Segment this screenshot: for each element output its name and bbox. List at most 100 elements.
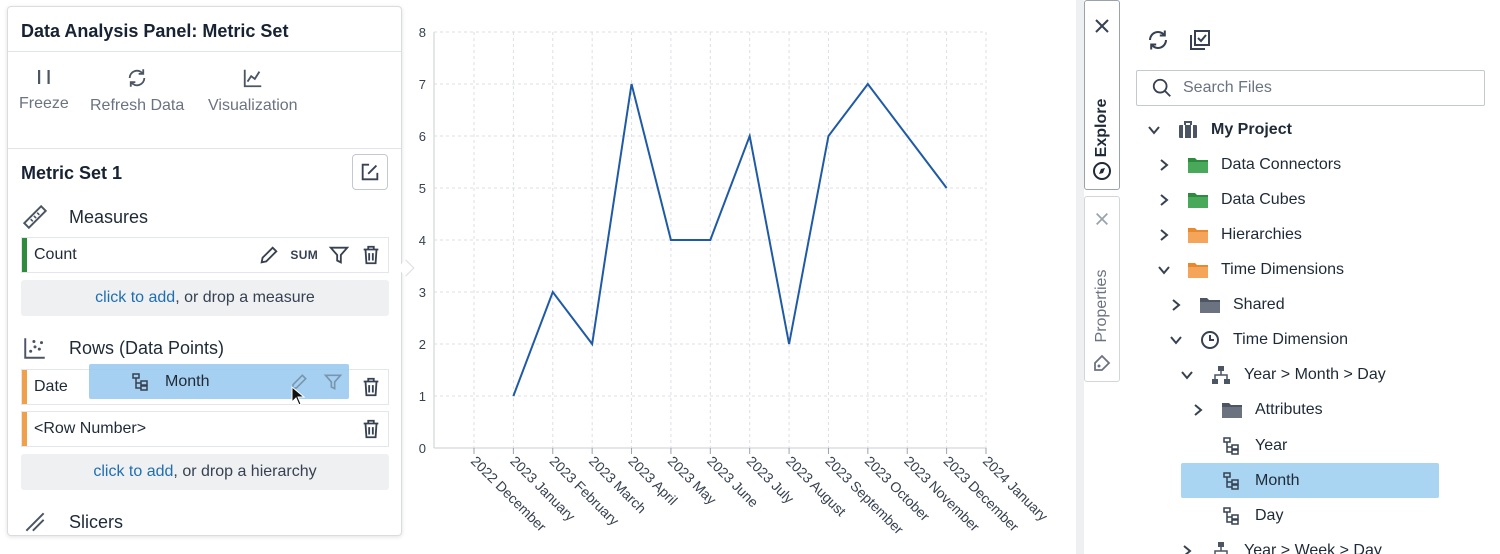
chevron-down-icon[interactable] xyxy=(1165,333,1187,347)
divider xyxy=(8,51,401,52)
tree-item[interactable]: My Project xyxy=(1143,112,1292,147)
data-point[interactable] xyxy=(748,134,752,138)
row-row-number[interactable]: <Row Number> xyxy=(21,411,389,447)
tree-item-label: Month xyxy=(1255,471,1300,489)
tree-item[interactable]: Data Connectors xyxy=(1153,147,1341,182)
data-point[interactable] xyxy=(945,186,949,190)
tree-item[interactable]: Year > Week > Day xyxy=(1176,533,1382,554)
pause-icon xyxy=(37,70,50,84)
search-icon xyxy=(1152,78,1171,97)
briefcase-icon xyxy=(1177,120,1199,140)
measure-count[interactable]: Count SUM xyxy=(21,237,389,273)
data-point[interactable] xyxy=(905,134,909,138)
visualization-button[interactable]: Visualization xyxy=(208,67,298,115)
tree-item-label: Year > Month > Day xyxy=(1244,365,1386,383)
tab-properties-label: Properties xyxy=(1093,269,1110,343)
folder-orange-icon xyxy=(1187,226,1209,244)
data-point[interactable] xyxy=(669,238,673,242)
series-line xyxy=(512,82,948,397)
pencil-icon xyxy=(291,374,307,390)
search-input[interactable] xyxy=(1183,79,1463,97)
freeze-label: Freeze xyxy=(19,95,69,112)
refresh-label: Refresh Data xyxy=(90,97,185,114)
measure-dropzone[interactable]: click to add , or drop a measure xyxy=(21,280,389,316)
tree-item-label: Hierarchies xyxy=(1221,225,1302,243)
data-point[interactable] xyxy=(511,394,515,398)
refresh-icon[interactable] xyxy=(1146,28,1170,52)
chevron-right-icon[interactable] xyxy=(1165,298,1187,312)
tree-item-label: Year xyxy=(1255,436,1288,454)
filter-icon[interactable] xyxy=(328,244,350,266)
data-point[interactable] xyxy=(826,134,830,138)
tree-item-label: Time Dimension xyxy=(1233,330,1348,348)
row-color-bar xyxy=(22,412,27,446)
cursor-icon xyxy=(291,386,305,406)
chevron-right-icon[interactable] xyxy=(1187,403,1209,417)
y-tick-label: 1 xyxy=(419,389,426,404)
folder-gray-icon xyxy=(1199,296,1221,314)
chevron-right-icon[interactable] xyxy=(1153,158,1175,172)
measures-header: Measures xyxy=(21,204,148,230)
tree-selection-highlight xyxy=(1181,463,1439,498)
trash-icon[interactable] xyxy=(360,418,382,440)
explorer-toolbar xyxy=(1146,28,1212,52)
y-tick-label: 5 xyxy=(419,181,426,196)
y-tick-label: 7 xyxy=(419,77,426,92)
add-hierarchy-link[interactable]: click to add xyxy=(93,463,174,480)
trash-icon[interactable] xyxy=(360,376,382,398)
tree-item-label: My Project xyxy=(1211,120,1292,138)
tree-item[interactable]: Month xyxy=(1187,463,1299,498)
slicers-header: Slicers xyxy=(21,509,123,535)
data-point[interactable] xyxy=(866,82,870,86)
tree-item[interactable]: Year > Month > Day xyxy=(1176,357,1386,392)
tree-item-label: Day xyxy=(1255,506,1284,524)
trash-icon[interactable] xyxy=(360,244,382,266)
tag-icon xyxy=(1085,353,1119,373)
search-box[interactable] xyxy=(1136,70,1485,106)
add-measure-link[interactable]: click to add xyxy=(95,289,176,306)
tab-explore[interactable]: Explore xyxy=(1084,0,1120,190)
tree-item[interactable]: Year xyxy=(1187,428,1287,463)
tab-properties[interactable]: Properties xyxy=(1084,196,1120,382)
chevron-right-icon[interactable] xyxy=(1176,544,1198,554)
data-point[interactable] xyxy=(590,342,594,346)
data-point[interactable] xyxy=(787,342,791,346)
edit-metric-set-button[interactable] xyxy=(352,154,388,190)
data-point[interactable] xyxy=(708,238,712,242)
chevron-down-icon[interactable] xyxy=(1176,368,1198,382)
tree-item[interactable]: Day xyxy=(1187,498,1283,533)
measures-label: Measures xyxy=(69,206,149,227)
refresh-data-button[interactable]: Refresh Data xyxy=(90,67,184,115)
chevron-down-icon[interactable] xyxy=(1153,263,1175,277)
tree-item[interactable]: Hierarchies xyxy=(1153,217,1302,252)
y-tick-label: 6 xyxy=(419,129,426,144)
close-icon[interactable] xyxy=(1085,211,1119,227)
select-all-icon[interactable] xyxy=(1188,28,1212,52)
compass-icon xyxy=(1085,161,1119,181)
chevron-down-icon[interactable] xyxy=(1143,123,1165,137)
pencil-icon[interactable] xyxy=(258,244,280,266)
tree-item[interactable]: Attributes xyxy=(1187,392,1323,427)
tree-item[interactable]: Time Dimensions xyxy=(1153,252,1344,287)
tree-item-label: Year > Week > Day xyxy=(1244,541,1382,554)
chevron-right-icon[interactable] xyxy=(1153,228,1175,242)
measure-name: Count xyxy=(34,246,77,263)
measure-color-bar xyxy=(22,238,27,272)
tree-item[interactable]: Time Dimension xyxy=(1165,322,1348,357)
folder-green-icon xyxy=(1187,191,1209,209)
ruler-icon xyxy=(21,204,49,230)
row-name: Date xyxy=(34,378,68,395)
hierarchy-icon xyxy=(1210,365,1232,385)
tree-item[interactable]: Shared xyxy=(1165,287,1285,322)
data-point[interactable] xyxy=(551,290,555,294)
chevron-right-icon[interactable] xyxy=(1153,193,1175,207)
aggregation-button[interactable]: SUM xyxy=(290,248,318,262)
y-tick-label: 4 xyxy=(419,233,426,248)
hierarchy-dropzone[interactable]: click to add , or drop a hierarchy xyxy=(21,454,389,490)
freeze-button[interactable]: Freeze xyxy=(19,67,69,113)
tree-item[interactable]: Data Cubes xyxy=(1153,182,1306,217)
data-point[interactable] xyxy=(630,82,634,86)
close-icon[interactable] xyxy=(1085,17,1119,35)
edit-icon xyxy=(361,163,379,181)
level-icon xyxy=(1221,506,1243,526)
